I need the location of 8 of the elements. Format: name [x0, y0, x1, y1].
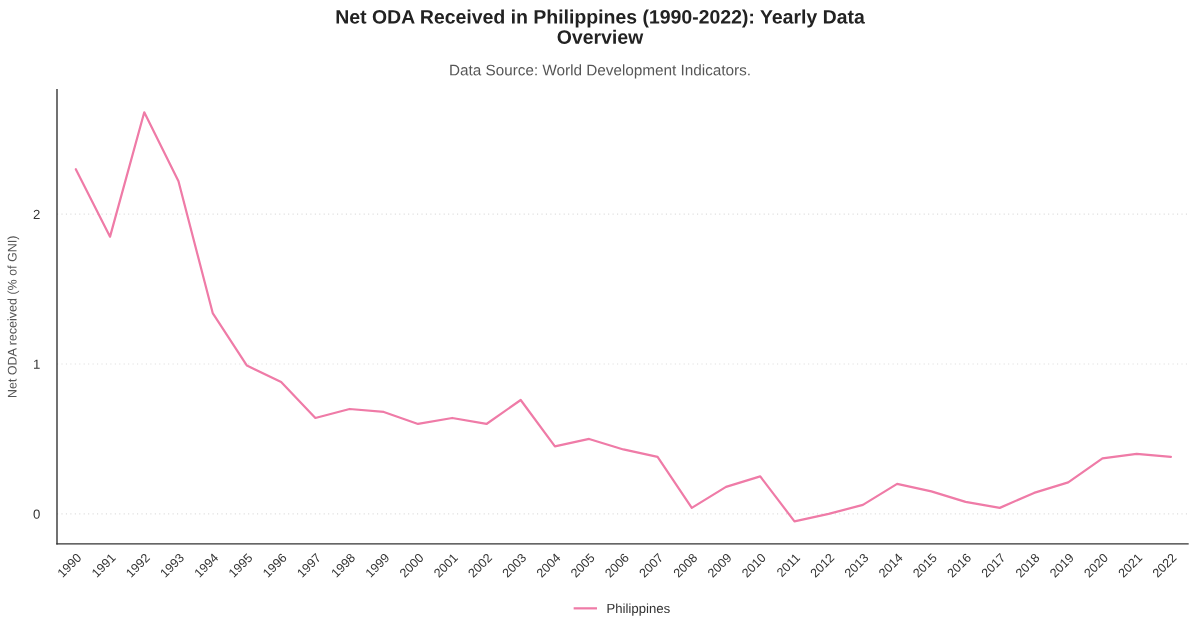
chart-title: Net ODA Received in Philippines (1990-2022): Yearly Data Overview [336, 9, 865, 44]
y-tick-label: 2 [33, 209, 40, 219]
y-tick-label: 0 [33, 509, 40, 519]
chart-subtitle: Data Source: World Development Indicators. [450, 64, 750, 79]
y-tick-label: 1 [34, 359, 40, 369]
line-series [74, 111, 1172, 523]
y-axis-title: Net ODA received (% of GNI) [7, 236, 20, 398]
legend-label: Philippines [607, 603, 670, 616]
